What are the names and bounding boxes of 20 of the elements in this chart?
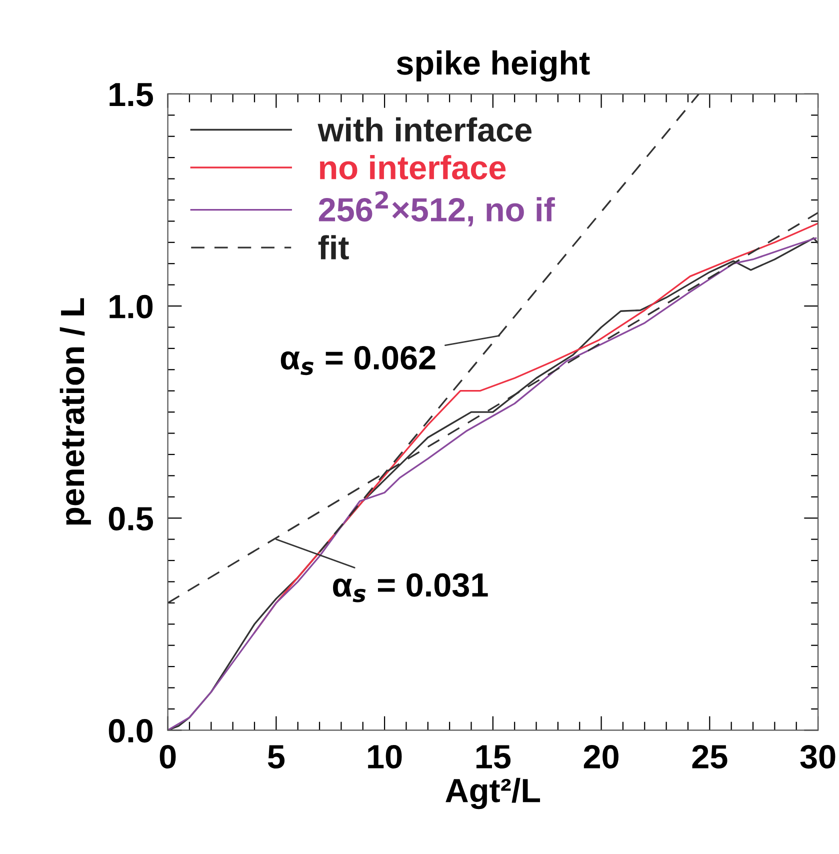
legend-label: fit	[318, 235, 349, 260]
chart-title: spike height	[396, 50, 590, 82]
x-tick-label: 5	[268, 745, 285, 769]
y-tick-label: 0.5	[108, 506, 153, 530]
x-tick-label: 25	[692, 744, 728, 769]
x-tick-label: 0	[160, 744, 176, 769]
x-tick-label: 20	[584, 744, 618, 769]
annotation: α$_{s}$ = 0.062	[280, 346, 436, 376]
y-tick-label: 1.5	[110, 83, 153, 106]
y-axis-title: penetration / L	[60, 298, 91, 525]
x-axis-title: Agt²/L	[446, 778, 540, 810]
legend-label: no interface	[320, 155, 506, 180]
x-tick-label: 15	[476, 745, 511, 769]
y-tick-label: 0.0	[108, 718, 153, 743]
y-tick-label: 1.0	[110, 294, 153, 318]
x-tick-label: 30	[800, 744, 836, 769]
legend-label: with interface	[318, 117, 532, 142]
x-tick-label: 10	[368, 744, 402, 769]
legend-label: 256$^{2}$×512, no if	[318, 191, 555, 226]
annotation: α$_{s}$ = 0.031	[333, 573, 488, 602]
